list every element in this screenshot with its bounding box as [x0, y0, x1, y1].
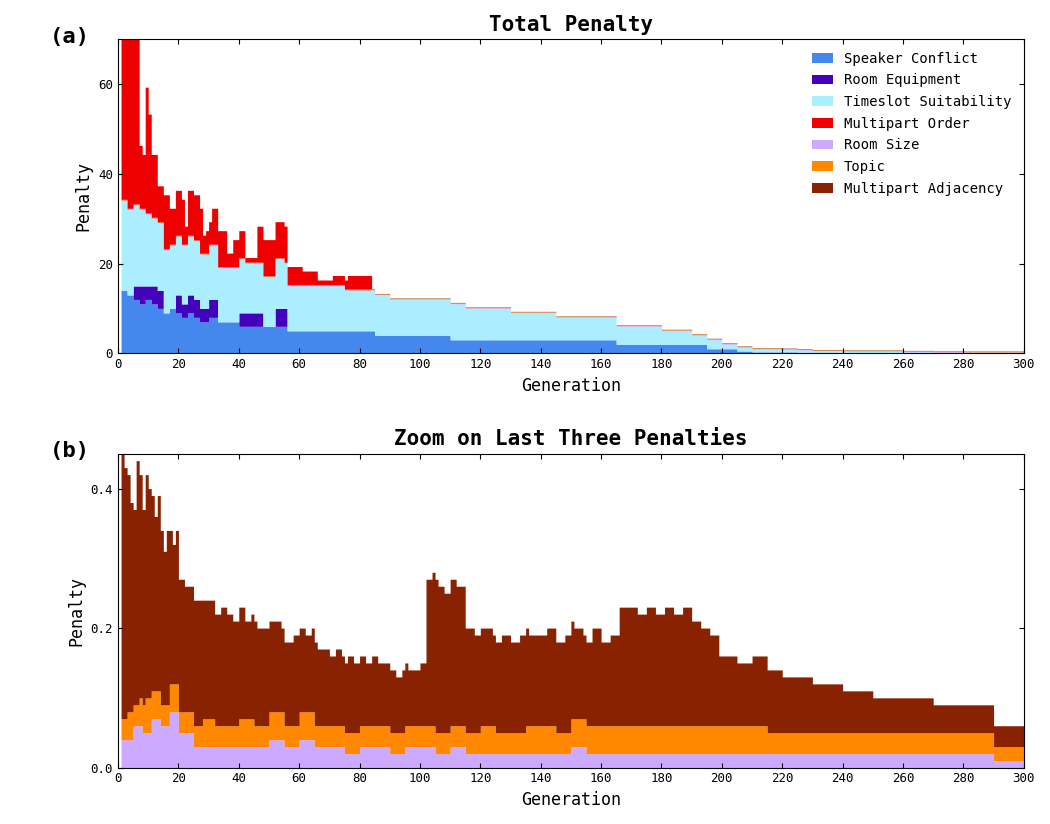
Title: Zoom on Last Three Penalties: Zoom on Last Three Penalties: [394, 429, 748, 449]
Y-axis label: Penalty: Penalty: [67, 576, 85, 646]
Title: Total Penalty: Total Penalty: [489, 15, 653, 35]
X-axis label: Generation: Generation: [521, 377, 621, 395]
X-axis label: Generation: Generation: [521, 791, 621, 809]
Legend: Speaker Conflict, Room Equipment, Timeslot Suitability, Multipart Order, Room Si: Speaker Conflict, Room Equipment, Timesl…: [806, 46, 1016, 201]
Y-axis label: Penalty: Penalty: [75, 162, 92, 232]
Text: (a): (a): [50, 26, 90, 47]
Text: (b): (b): [50, 441, 90, 461]
